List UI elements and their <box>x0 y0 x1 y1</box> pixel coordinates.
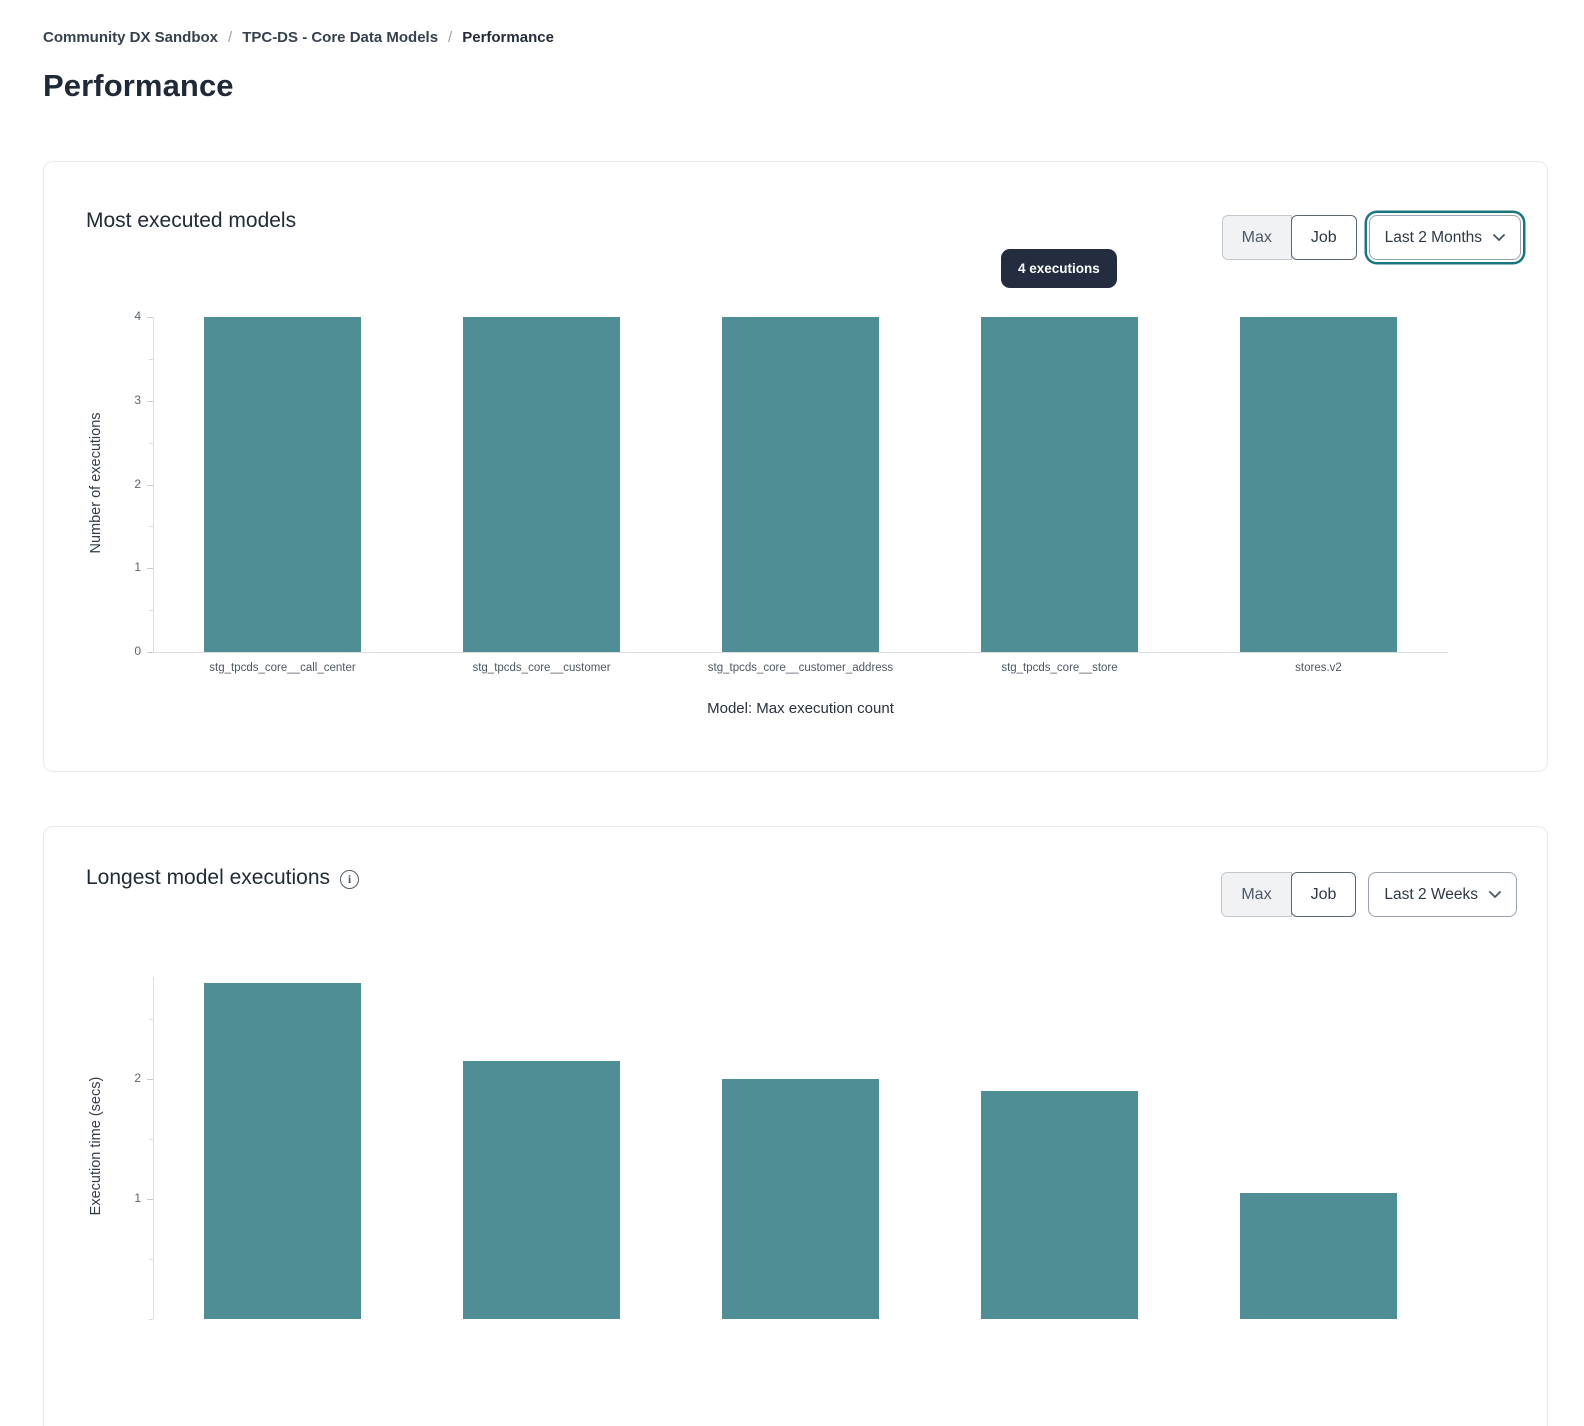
y-tick-mark <box>147 1079 153 1080</box>
y-minor-tick-mark <box>149 1259 153 1260</box>
bar-stores.v2[interactable] <box>1240 317 1397 652</box>
chevron-down-icon <box>1493 233 1505 241</box>
breadcrumb-separator: / <box>448 29 453 46</box>
most-executed-models-card: Most executed models Max Job Last 2 Mont… <box>43 161 1548 772</box>
breadcrumb-separator: / <box>228 29 233 46</box>
breadcrumb-current-page: Performance <box>462 29 554 46</box>
y-minor-tick-mark <box>149 1139 153 1140</box>
y-tick-label: 0 <box>134 644 141 658</box>
y-minor-tick-mark <box>149 610 153 612</box>
y-axis-title: Execution time (secs) <box>88 1076 104 1216</box>
y-tick-label: 1 <box>134 560 141 575</box>
bar-series-1[interactable] <box>463 1061 620 1319</box>
y-axis-title: Number of executions <box>88 411 104 554</box>
time-range-value: Last 2 Weeks <box>1384 885 1478 903</box>
chart-tooltip: 4 executions <box>1001 249 1117 288</box>
chart-tooltip-text: 4 executions <box>1018 261 1100 276</box>
info-icon[interactable]: i <box>340 869 359 889</box>
x-category-label: stg_tpcds_core__customer <box>472 662 611 674</box>
bar-stg_tpcds_core__call_center[interactable] <box>204 317 361 652</box>
y-tick-label: 3 <box>134 392 141 407</box>
y-tick-mark <box>147 568 153 570</box>
x-axis-line <box>153 652 1448 653</box>
x-category-label: stg_tpcds_core__store <box>1001 662 1118 674</box>
card-title-text: Longest model executions <box>86 866 330 889</box>
longest-model-executions-title: Longest model executions i <box>86 866 359 890</box>
longest-model-executions-card: Longest model executions i Max Job Last … <box>43 826 1548 1426</box>
y-minor-tick-mark <box>149 358 153 360</box>
bar-series-3[interactable] <box>981 1091 1138 1319</box>
most-executed-models-chart: 0 1 2 3 4 stg_tpcds_core__call_center stg_tpcd… <box>44 162 1547 771</box>
breadcrumb: Community DX Sandbox / TPC-DS - Core Dat… <box>43 29 554 46</box>
most-executed-controls: Max Job Last 2 Months <box>1221 215 1521 260</box>
max-job-toggle: Max Job <box>1221 215 1357 260</box>
chevron-down-icon <box>1489 890 1501 898</box>
y-axis-line <box>153 317 154 652</box>
max-job-toggle: Max Job <box>1221 872 1357 917</box>
breadcrumb-environment[interactable]: TPC-DS - Core Data Models <box>242 29 439 46</box>
time-range-dropdown[interactable]: Last 2 Months <box>1368 215 1521 260</box>
page-title: Performance <box>43 68 234 103</box>
y-tick-label: 2 <box>134 476 141 491</box>
y-axis-line <box>153 977 154 1319</box>
time-range-value: Last 2 Months <box>1384 228 1482 246</box>
job-toggle-button[interactable]: Job <box>1290 215 1357 260</box>
y-tick-mark <box>147 484 153 486</box>
time-range-dropdown[interactable]: Last 2 Weeks <box>1368 872 1517 917</box>
y-minor-tick-mark <box>149 442 153 444</box>
bar-series-0[interactable] <box>204 983 361 1319</box>
bar-series-4[interactable] <box>1240 1193 1397 1319</box>
y-tick-mark <box>147 317 153 318</box>
x-category-label: stg_tpcds_core__call_center <box>209 662 356 674</box>
y-tick-label: 4 <box>134 309 141 323</box>
bar-stg_tpcds_core__customer_address[interactable] <box>722 317 879 652</box>
longest-executions-controls: Max Job Last 2 Weeks <box>1221 872 1517 917</box>
y-tick-label: 2 <box>134 1071 141 1085</box>
max-toggle-button[interactable]: Max <box>1221 872 1292 917</box>
y-tick-mark <box>147 1199 153 1200</box>
most-executed-models-title: Most executed models <box>86 209 296 233</box>
y-minor-tick-mark <box>149 526 153 528</box>
y-tick-mark <box>147 400 153 402</box>
job-toggle-button[interactable]: Job <box>1290 872 1357 917</box>
bar-stg_tpcds_core__store[interactable] <box>981 317 1138 652</box>
card-title-text: Most executed models <box>86 209 297 232</box>
y-tick-label: 1 <box>134 1191 141 1205</box>
x-category-label: stores.v2 <box>1295 662 1342 674</box>
y-minor-tick-mark <box>149 1019 153 1020</box>
bar-series-2[interactable] <box>722 1079 879 1319</box>
bar-stg_tpcds_core__customer[interactable] <box>463 317 620 652</box>
x-axis-title: Model: Max execution count <box>707 700 894 717</box>
y-tick-mark <box>147 652 153 653</box>
breadcrumb-project[interactable]: Community DX Sandbox <box>43 29 219 46</box>
x-category-label: stg_tpcds_core__customer_address <box>707 662 894 674</box>
y-minor-tick-mark <box>149 1319 153 1320</box>
